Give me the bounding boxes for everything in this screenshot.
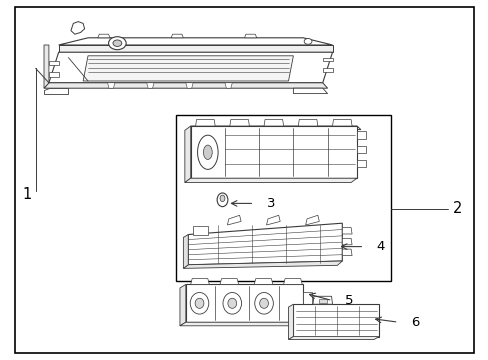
Polygon shape <box>185 284 303 322</box>
Circle shape <box>108 37 126 50</box>
Polygon shape <box>188 223 342 265</box>
Polygon shape <box>342 238 351 245</box>
Ellipse shape <box>195 298 203 308</box>
Polygon shape <box>288 337 378 339</box>
Ellipse shape <box>220 195 224 202</box>
Polygon shape <box>107 83 115 88</box>
Polygon shape <box>298 120 317 126</box>
Polygon shape <box>356 160 365 167</box>
Polygon shape <box>183 235 188 269</box>
Polygon shape <box>49 72 59 77</box>
Polygon shape <box>183 261 342 269</box>
Polygon shape <box>254 279 272 284</box>
Ellipse shape <box>203 145 212 159</box>
Ellipse shape <box>223 292 241 314</box>
Polygon shape <box>44 45 49 88</box>
Text: 1: 1 <box>22 187 31 202</box>
Polygon shape <box>71 22 84 34</box>
Polygon shape <box>185 83 193 88</box>
Polygon shape <box>98 34 110 38</box>
Polygon shape <box>184 178 356 183</box>
Polygon shape <box>220 279 238 284</box>
Text: 5: 5 <box>344 294 352 307</box>
Polygon shape <box>190 279 209 284</box>
Text: 2: 2 <box>451 201 461 216</box>
Polygon shape <box>44 88 68 94</box>
Circle shape <box>304 39 311 44</box>
Ellipse shape <box>197 135 218 170</box>
Text: 6: 6 <box>410 316 418 329</box>
Polygon shape <box>293 304 378 337</box>
Polygon shape <box>180 284 185 326</box>
Ellipse shape <box>190 292 208 314</box>
Polygon shape <box>190 126 356 178</box>
Polygon shape <box>342 249 351 256</box>
Polygon shape <box>312 296 332 304</box>
Polygon shape <box>266 215 280 225</box>
Polygon shape <box>227 215 241 225</box>
Polygon shape <box>332 120 351 126</box>
Ellipse shape <box>254 292 273 314</box>
Bar <box>176 115 390 281</box>
Polygon shape <box>190 126 360 130</box>
Polygon shape <box>356 146 365 153</box>
Polygon shape <box>83 56 293 81</box>
Polygon shape <box>224 83 232 88</box>
Ellipse shape <box>227 298 236 308</box>
Polygon shape <box>229 120 249 126</box>
Polygon shape <box>193 225 207 235</box>
Polygon shape <box>322 68 332 72</box>
Polygon shape <box>318 299 326 303</box>
Circle shape <box>113 40 122 46</box>
Polygon shape <box>356 131 365 139</box>
Polygon shape <box>293 88 327 94</box>
Ellipse shape <box>217 193 227 207</box>
Polygon shape <box>303 292 311 315</box>
Polygon shape <box>264 120 283 126</box>
Text: 3: 3 <box>266 197 274 210</box>
Polygon shape <box>322 58 332 61</box>
Polygon shape <box>180 322 303 326</box>
Polygon shape <box>59 45 332 52</box>
Polygon shape <box>283 279 302 284</box>
Polygon shape <box>59 38 332 45</box>
Polygon shape <box>342 228 351 234</box>
Text: 4: 4 <box>376 240 384 253</box>
Polygon shape <box>171 34 183 38</box>
Polygon shape <box>49 52 332 83</box>
Polygon shape <box>305 215 319 225</box>
Polygon shape <box>288 304 293 339</box>
Polygon shape <box>44 83 327 88</box>
Polygon shape <box>49 61 59 65</box>
Polygon shape <box>195 120 215 126</box>
Polygon shape <box>244 34 256 38</box>
Ellipse shape <box>259 298 268 308</box>
Polygon shape <box>184 126 190 183</box>
Polygon shape <box>146 83 154 88</box>
